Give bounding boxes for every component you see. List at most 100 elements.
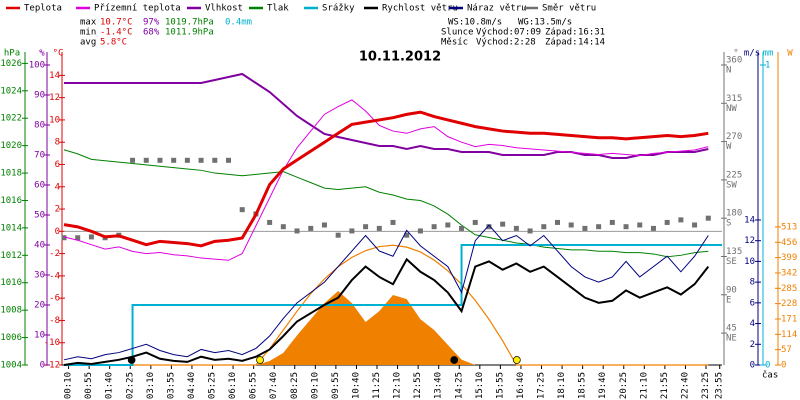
moon-label: Měsíc [441,38,468,48]
y-tick-label: -4 [49,271,60,281]
stat-press: 1011.9hPa [165,28,214,38]
direction-dot [596,224,602,230]
direction-dot [349,228,355,234]
direction-dot [130,157,136,163]
direction-dot [143,157,149,163]
moon-rise-label: Východ: [476,38,514,48]
y-tick-label: 90 [34,91,45,101]
y-tick-label: 2 [55,205,60,215]
x-tick-label: 07:40 [269,372,279,399]
x-tick-label: 15:55 [495,372,505,399]
x-tick-label: 06:10 [228,372,238,399]
direction-dot [157,157,163,163]
y-tick-label: 30 [34,271,45,281]
moon-set-label: Západ: [545,38,578,48]
y-tick-label: 100 [29,61,45,71]
x-tick-label: 01:40 [105,372,115,399]
x-tick-label: 13:40 [434,372,444,399]
x-axis-label: čas [762,370,778,381]
direction-dot [527,228,533,234]
x-tick-label: 09:10 [310,372,320,399]
x-tick-label: 18:10 [557,372,567,399]
y-tick-label: 2 [750,340,755,350]
compass-label: SW [726,180,737,190]
x-tick-label: 21:10 [639,372,649,399]
axis-unit: % [39,49,45,59]
stat-label: max [80,18,97,28]
direction-dot [609,219,615,225]
compass-label: NE [726,334,737,344]
compass-label: NW [726,104,737,114]
stat-label: avg [80,38,96,48]
x-tick-label: 15:10 [475,372,485,399]
direction-dot [445,222,451,228]
y-tick-label: 10 [34,331,45,341]
stat-rain: 0.4mm [225,18,252,28]
x-tick-label: 09:55 [331,372,341,399]
compass-label: S [726,219,731,229]
y-tick-label: 8 [750,278,755,288]
x-tick-label: 08:25 [290,372,300,399]
direction-dot [376,225,382,231]
y-tick-label: 1024 [0,86,22,96]
series-line [63,99,709,261]
y-tick-label: 10 [744,257,755,267]
solar-area [64,290,709,365]
direction-dot [555,219,560,225]
legend-label: Rychlost větru [382,4,458,14]
y-tick-label: 10 [49,115,60,125]
compass-label: SE [726,257,737,267]
sun-rise-label: Východ: [476,28,514,38]
y-tick-label: 1 [765,61,770,71]
y-tick-label: 171 [781,314,797,324]
direction-dot [321,222,327,228]
y-tick-label: 180 [726,209,742,219]
y-tick-label: 70 [34,151,45,161]
y-tick-label: 4 [750,319,755,329]
x-tick-label: 18:55 [578,372,588,399]
y-tick-label: 0 [765,361,770,371]
axis-unit: mm [763,49,774,59]
legend-label: Srážky [322,4,355,14]
y-tick-label: 57 [781,345,792,355]
direction-dot [417,228,423,234]
x-tick-label: 03:10 [146,372,156,399]
legend-label: Tlak [267,4,289,14]
direction-dot [637,222,643,228]
direction-dot [280,224,286,230]
y-tick-label: 270 [726,132,742,142]
direction-dot [650,225,656,231]
y-tick-label: 45 [726,324,737,334]
direction-dot [226,157,231,163]
x-tick-label: 12:55 [413,372,423,399]
legend-label: Náraz větru [467,4,527,14]
y-tick-label: 6 [750,298,755,308]
direction-dot [198,157,204,163]
y-tick-label: 228 [781,299,797,309]
direction-dot [294,228,300,234]
x-tick-label: 16:40 [516,372,526,399]
direction-dot [582,225,588,231]
y-tick-label: 4 [55,182,60,192]
axis-unit: hPa [4,49,20,59]
sun-set: 16:31 [578,28,605,38]
direction-dot [184,157,190,163]
y-tick-label: 40 [34,241,45,251]
direction-dot [705,215,711,221]
axis-unit: °C [53,49,64,59]
y-tick-label: 1006 [0,333,22,343]
y-tick-label: 12 [744,236,755,246]
legend-label: Směr větru [542,4,596,14]
x-tick-label: 10:40 [351,372,361,399]
x-tick-label: 22:40 [680,372,690,399]
x-tick-label: 04:40 [187,372,197,399]
axis-unit: ° [733,49,738,59]
x-tick-label: 17:25 [537,372,547,399]
stat-temp: 10.7°C [100,18,133,28]
y-tick-label: -8 [49,316,60,326]
direction-dot [664,219,670,225]
direction-dot [692,222,698,228]
y-tick-label: 1022 [0,114,22,124]
y-tick-label: 6 [55,160,60,170]
y-tick-label: 225 [726,170,742,180]
